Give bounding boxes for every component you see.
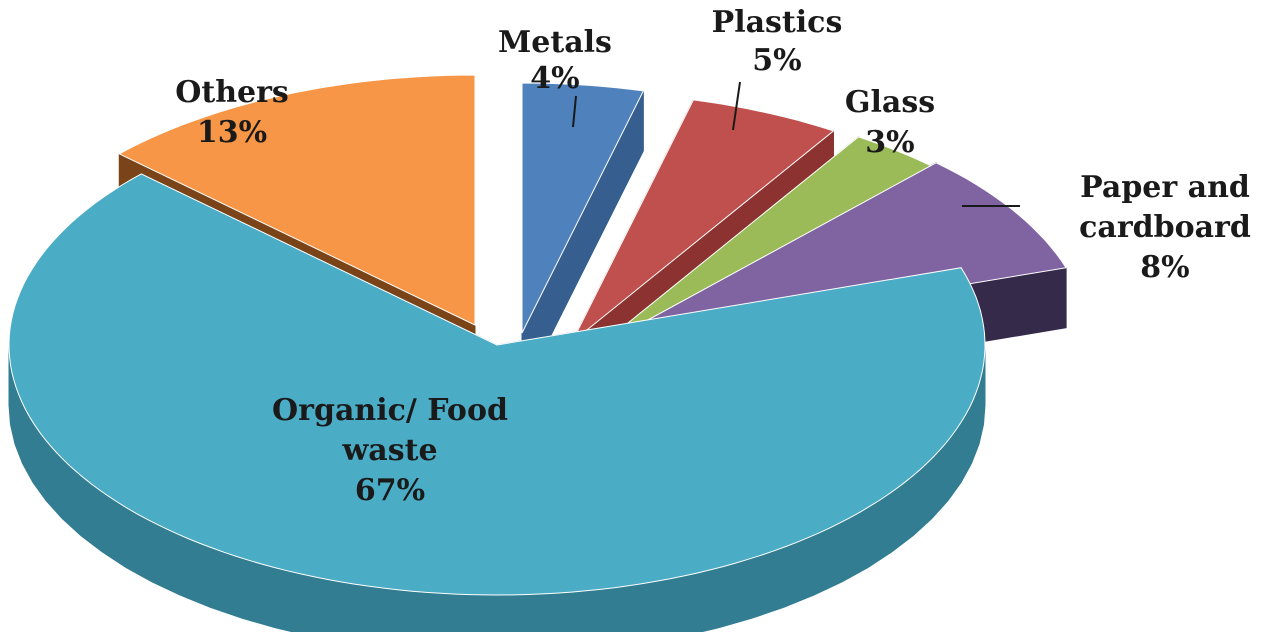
pie-slice	[118, 74, 476, 326]
slice-name-label: Plastics	[712, 5, 843, 40]
slice-name-label: Paper and	[1080, 170, 1250, 205]
slice-name-label: Glass	[845, 85, 935, 120]
pie-slice	[521, 82, 645, 334]
slice-name-label: cardboard	[1079, 210, 1251, 245]
pie-slice	[571, 99, 835, 343]
slice-value-label: 3%	[865, 125, 914, 160]
pie-slice	[601, 162, 1067, 346]
slice-value-label: 8%	[1140, 250, 1189, 285]
slice-name-label: Organic/ Food	[272, 393, 508, 428]
slice-value-label: 67%	[355, 473, 425, 508]
slice-value-label: 5%	[752, 43, 801, 78]
leader-line	[572, 95, 577, 128]
pie-slice	[596, 136, 933, 349]
leader-line	[732, 81, 741, 131]
slice-name-label: Others	[175, 75, 289, 110]
slice-value-label: 4%	[530, 61, 579, 96]
slice-name-label: Metals	[498, 25, 612, 60]
slice-name-label: waste	[341, 433, 437, 468]
slice-value-label: 13%	[197, 115, 267, 150]
pie-slice	[8, 173, 986, 596]
